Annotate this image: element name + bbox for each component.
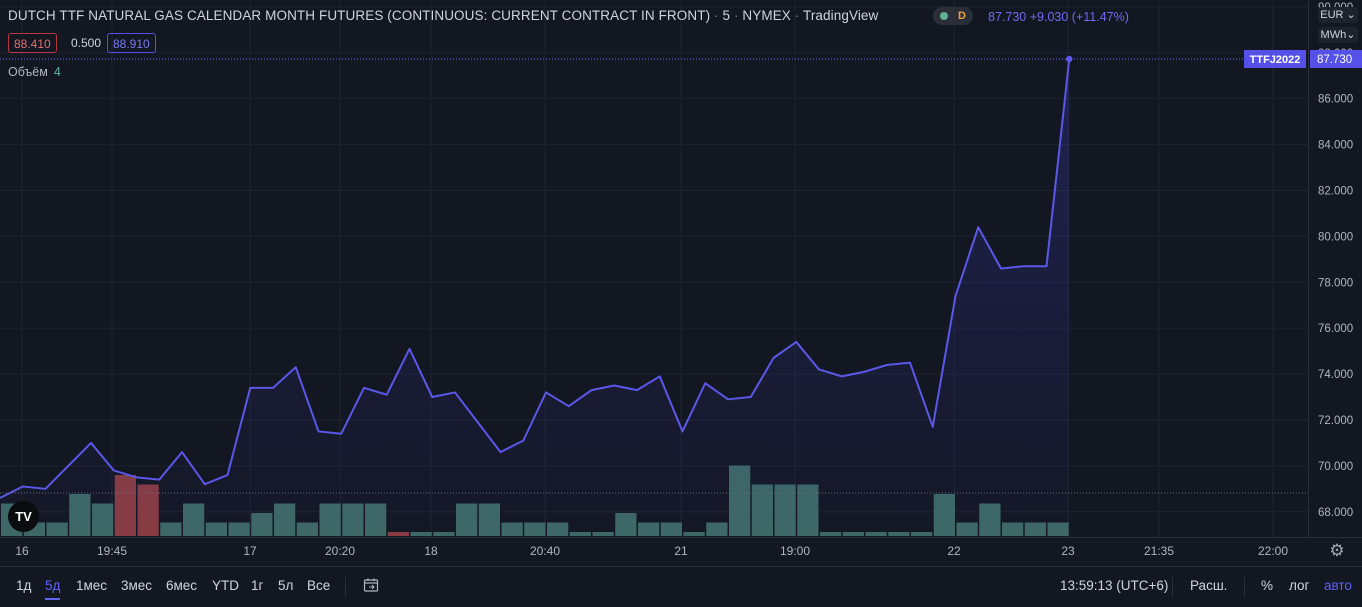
- quote-readout: 87.730 +9.030 (+11.47%): [988, 10, 1129, 24]
- range-1m[interactable]: 1мес: [76, 578, 108, 593]
- chevron-down-icon: ⌄: [1346, 9, 1356, 21]
- delayed-badge: D: [958, 10, 966, 22]
- volume-value: 4: [53, 65, 61, 79]
- toolbar-divider: [1244, 577, 1245, 597]
- last-price-label: 87.730: [1317, 54, 1352, 66]
- spread-value: 0.500: [71, 36, 102, 50]
- market-status-pill[interactable]: D: [933, 7, 973, 25]
- y-tick-label: 86.000: [1318, 94, 1353, 106]
- y-tick-label: 78.000: [1318, 277, 1353, 289]
- last-price-dot: [1066, 55, 1073, 63]
- x-tick-label: 20:40: [530, 544, 560, 558]
- buy-price-box[interactable]: 88.910: [107, 33, 156, 53]
- range-1d[interactable]: 1д: [16, 578, 32, 593]
- price-line: [0, 58, 1071, 499]
- gear-icon[interactable]: ⚙: [1329, 541, 1345, 560]
- x-tick-label: 21: [674, 544, 688, 558]
- log-scale-toggle[interactable]: лог: [1289, 578, 1310, 593]
- y-tick-label: 74.000: [1318, 369, 1353, 381]
- interval-label[interactable]: 5: [722, 8, 731, 23]
- range-1y[interactable]: 1г: [251, 578, 264, 593]
- x-tick-label: 20:20: [325, 544, 355, 558]
- price-area-fill: [0, 58, 1070, 537]
- volume-legend[interactable]: Объём 4: [8, 65, 61, 79]
- range-all[interactable]: Все: [307, 578, 331, 593]
- range-5d[interactable]: 5д: [45, 578, 61, 600]
- chart-legend-header: DUTCH TTF NATURAL GAS CALENDAR MONTH FUT…: [8, 8, 879, 23]
- y-tick-label: 82.000: [1318, 185, 1353, 197]
- toolbar-divider: [1172, 577, 1173, 597]
- y-tick-label: 70.000: [1318, 461, 1353, 473]
- last-price-label-bg: [1310, 49, 1362, 68]
- toolbar-divider: [345, 577, 346, 597]
- tradingview-logo-icon[interactable]: TV: [8, 501, 39, 532]
- last-price: 87.730: [988, 10, 1027, 24]
- range-6m[interactable]: 6мес: [166, 578, 198, 593]
- bottom-toolbar: 1д 5д 1мес 3мес 6мес YTD 1г 5л Все 13:59…: [0, 566, 1362, 607]
- percent-scale-toggle[interactable]: %: [1261, 578, 1274, 593]
- sell-price-box[interactable]: 88.410: [8, 33, 57, 53]
- y-tick-label: 68.000: [1318, 507, 1353, 519]
- symbol-label: TTFJ2022: [1250, 54, 1301, 66]
- exchange-label: NYMEX: [742, 8, 791, 23]
- range-3m[interactable]: 3мес: [121, 578, 153, 593]
- source-label: TradingView: [802, 8, 879, 23]
- x-tick-label: 23: [1061, 544, 1075, 558]
- x-tick-label: 16: [15, 544, 29, 558]
- range-5y[interactable]: 5л: [278, 578, 294, 593]
- symbol-label-bg: [1244, 49, 1306, 68]
- price-change: +9.030: [1029, 10, 1069, 24]
- chevron-down-icon: ⌄: [1346, 29, 1356, 41]
- clock-timezone[interactable]: 13:59:13 (UTC+6): [1060, 578, 1169, 593]
- y-tick-label: 72.000: [1318, 415, 1353, 427]
- x-tick-label: 17: [243, 544, 257, 558]
- volume-label: Объём: [8, 65, 48, 79]
- y-tick-label: 76.000: [1318, 323, 1353, 335]
- price-change-pct: (+11.47%): [1071, 10, 1129, 24]
- x-tick-label: 19:45: [97, 544, 127, 558]
- y-tick-label: 84.000: [1318, 140, 1353, 152]
- currency-selector[interactable]: EUR ⌄: [1318, 7, 1358, 23]
- price-chart[interactable]: 68.000 70.000 72.000 74.000 76.000 78.000 80.0…: [0, 0, 1362, 566]
- unit-selector[interactable]: MWh⌄: [1318, 27, 1358, 43]
- symbol-title: DUTCH TTF NATURAL GAS CALENDAR MONTH FUT…: [8, 8, 711, 23]
- x-tick-label: 22:00: [1258, 544, 1288, 558]
- auto-scale-toggle[interactable]: авто: [1324, 578, 1352, 593]
- y-tick-label: 80.000: [1318, 231, 1353, 243]
- x-tick-label: 22: [947, 544, 961, 558]
- goto-date-icon[interactable]: [363, 577, 379, 593]
- x-tick-label: 18: [424, 544, 438, 558]
- range-ytd[interactable]: YTD: [212, 578, 239, 593]
- x-tick-label: 21:35: [1144, 544, 1174, 558]
- session-toggle[interactable]: Расш.: [1190, 578, 1228, 593]
- market-open-dot-icon: [940, 12, 948, 20]
- x-tick-label: 19:00: [780, 544, 810, 558]
